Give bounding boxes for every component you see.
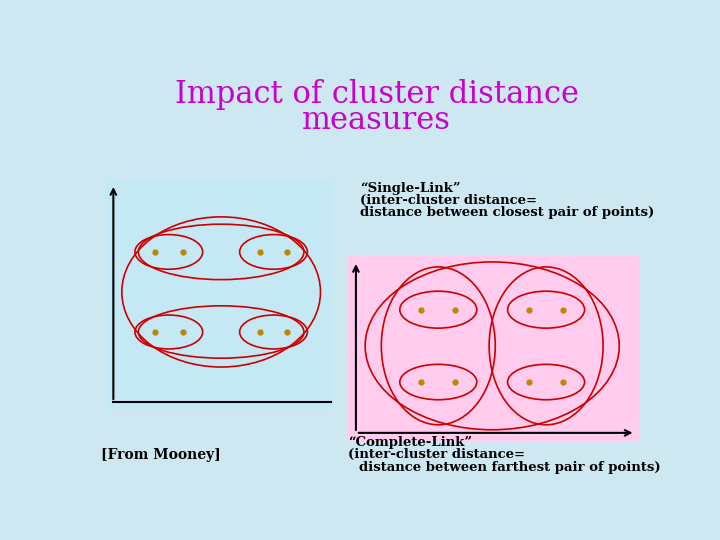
Text: distance between closest pair of points): distance between closest pair of points) — [360, 206, 654, 219]
Text: (inter-cluster distance=: (inter-cluster distance= — [360, 194, 537, 207]
Text: (inter-cluster distance=: (inter-cluster distance= — [348, 448, 525, 461]
Bar — [106, 179, 334, 410]
Text: Impact of cluster distance: Impact of cluster distance — [175, 79, 579, 110]
Text: distance between farthest pair of points): distance between farthest pair of points… — [359, 461, 661, 474]
Text: [From Mooney]: [From Mooney] — [101, 448, 221, 462]
Text: “Complete-Link”: “Complete-Link” — [348, 436, 472, 449]
Bar — [348, 256, 639, 441]
Text: measures: measures — [302, 105, 451, 136]
Text: “Single-Link”: “Single-Link” — [360, 182, 460, 195]
